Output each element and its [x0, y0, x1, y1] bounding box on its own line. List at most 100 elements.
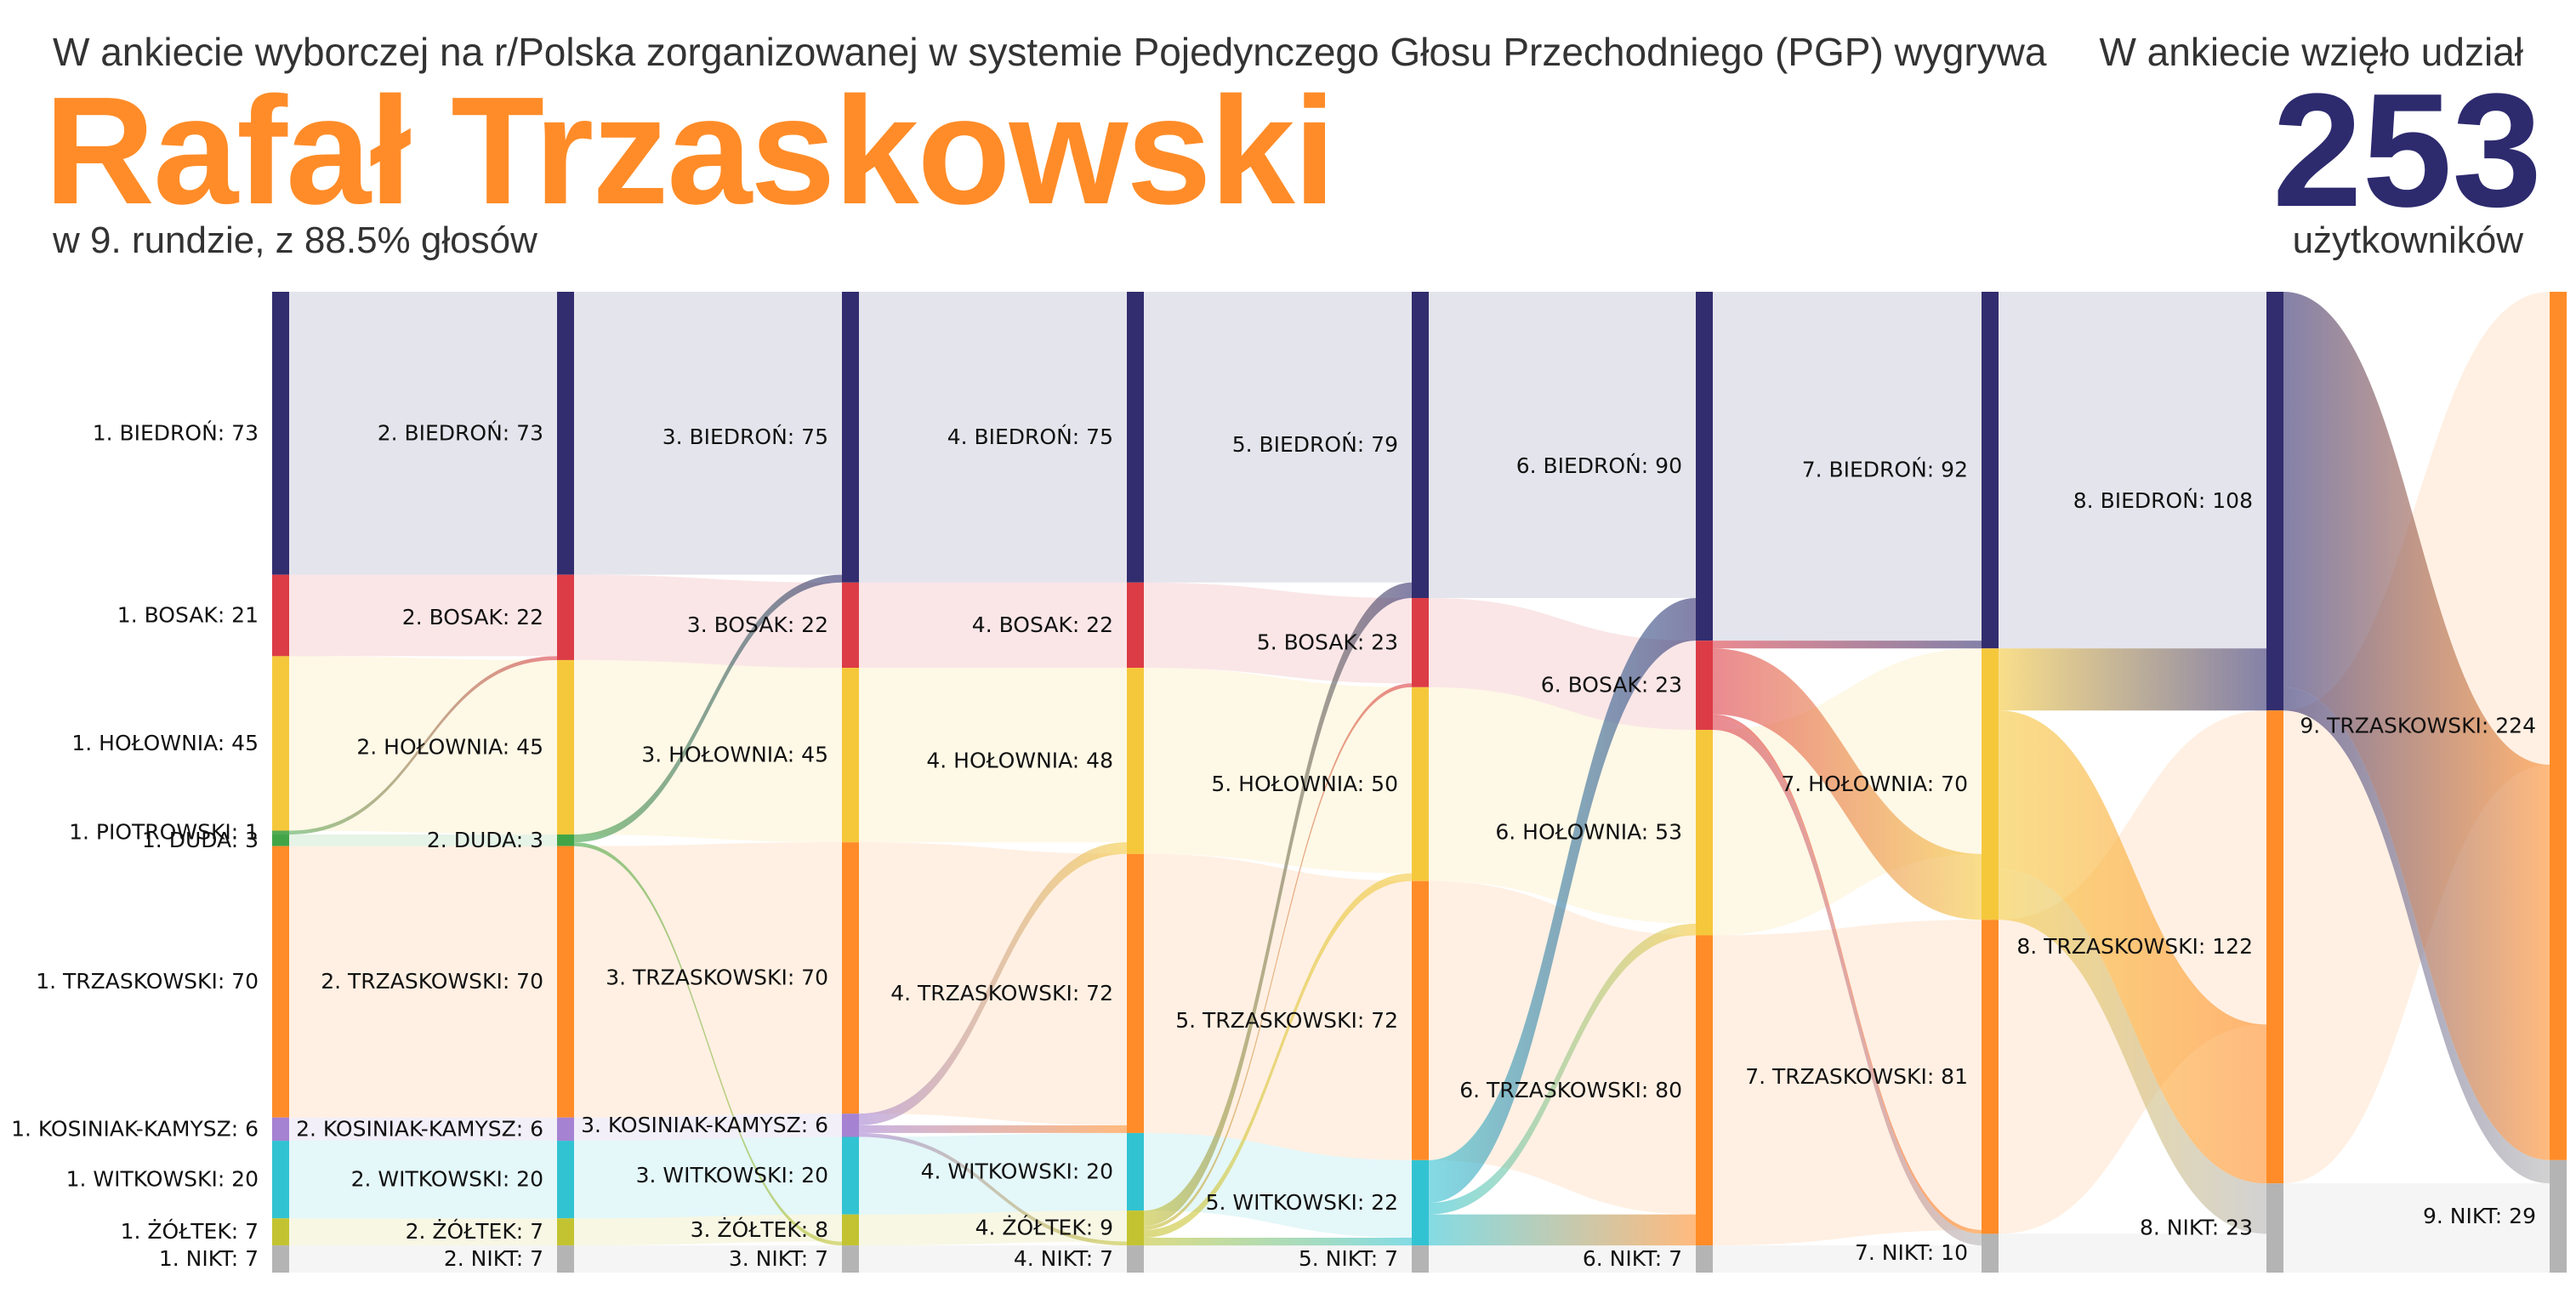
node-bosak-3	[842, 582, 859, 669]
flow-tek-to-bosak-4	[1144, 683, 1412, 1230]
node-trzaskowski-7	[1982, 920, 1999, 1234]
node-biedro-5	[1412, 292, 1429, 599]
band-hoownia-4	[1144, 668, 1412, 874]
band-biedro-7	[1999, 292, 2266, 649]
band-kosiniakkamysz-2	[574, 1114, 842, 1142]
node-hoownia-6	[1696, 729, 1713, 936]
label-bosak-6: 6. BOSAK: 23	[1541, 673, 1682, 698]
label-nikt-4: 4. NIKT: 7	[1014, 1246, 1113, 1271]
node-nikt-6	[1696, 1245, 1713, 1273]
flow-tek-to-hoownia-4	[1144, 873, 1412, 1238]
flow-bosak-to-trzaskowski-6	[1713, 714, 1982, 1234]
band-trzaskowski-2	[574, 842, 842, 1118]
flow-hoownia-to-nikt-7	[1999, 869, 2266, 1234]
band-nikt-5	[1429, 1245, 1696, 1273]
label-biedro-5: 5. BIEDROŃ: 79	[1232, 432, 1398, 457]
node-witkowski-4	[1127, 1132, 1144, 1211]
label-trzaskowski-9: 9. TRZASKOWSKI: 224	[2300, 713, 2536, 738]
label-bosak-3: 3. BOSAK: 22	[687, 612, 828, 637]
band-hoownia-3	[859, 668, 1127, 843]
node-trzaskowski-4	[1127, 853, 1144, 1133]
node-hoownia-5	[1412, 686, 1429, 881]
node-nikt-9	[2550, 1159, 2567, 1273]
label-witkowski-1: 1. WITKOWSKI: 20	[66, 1167, 259, 1192]
band-biedro-5	[1429, 292, 1696, 599]
label-hoownia-3: 3. HOŁOWNIA: 45	[641, 743, 828, 767]
participants-label: W ankiecie wzięło udział	[2099, 30, 2523, 74]
label-nikt-9: 9. NIKT: 29	[2423, 1204, 2536, 1228]
node-nikt-8	[2266, 1183, 2283, 1273]
flow-bosak-to-biedro-6	[1713, 641, 1982, 649]
node-tek-4	[1127, 1210, 1144, 1246]
node-trzaskowski-1	[272, 846, 289, 1118]
node-nikt-3	[842, 1245, 859, 1273]
band-nikt-8	[2283, 1183, 2550, 1273]
label-witkowski-3: 3. WITKOWSKI: 20	[636, 1163, 828, 1188]
node-witkowski-3	[842, 1136, 859, 1215]
band-nikt-2	[574, 1245, 842, 1273]
label-nikt-6: 6. NIKT: 7	[1583, 1246, 1682, 1271]
node-bosak-1	[272, 574, 289, 657]
label-duda-1: 1. DUDA: 3	[142, 828, 259, 852]
band-witkowski-3	[859, 1132, 1127, 1215]
label-tek-2: 2. ŻÓŁTEK: 7	[406, 1218, 543, 1244]
band-tek-3	[859, 1210, 1127, 1246]
label-nikt-7: 7. NIKT: 10	[1855, 1240, 1968, 1265]
band-kosiniakkamysz-1	[289, 1117, 557, 1142]
band-witkowski-1	[289, 1141, 557, 1219]
label-biedro-6: 6. BIEDROŃ: 90	[1516, 453, 1682, 478]
flow-hoownia-to-biedro-7	[1999, 648, 2266, 711]
band-bosak-1	[289, 574, 557, 657]
label-kosiniakkamysz-1: 1. KOSINIAK-KAMYSZ: 6	[11, 1116, 259, 1141]
node-nikt-4	[1127, 1245, 1144, 1273]
winner-name: Rafał Trzaskowski	[44, 66, 1336, 236]
label-witkowski-5: 5. WITKOWSKI: 22	[1206, 1190, 1398, 1215]
node-nikt-5	[1412, 1245, 1429, 1273]
intro-text: W ankiecie wyborczej na r/Polska zorgani…	[53, 30, 2047, 74]
label-trzaskowski-3: 3. TRZASKOWSKI: 70	[606, 965, 828, 990]
node-kosiniakkamysz-3	[842, 1114, 859, 1137]
band-biedro-2	[574, 292, 842, 575]
node-kosiniakkamysz-1	[272, 1117, 289, 1142]
label-hoownia-6: 6. HOŁOWNIA: 53	[1495, 820, 1682, 845]
node-trzaskowski-5	[1412, 880, 1429, 1160]
flow-bosak-to-nikt-6	[1713, 718, 1982, 1246]
label-nikt-2: 2. NIKT: 7	[444, 1246, 543, 1271]
flow-kosiniakkamysz-to-tek-3	[859, 1132, 1127, 1246]
node-witkowski-1	[272, 1141, 289, 1219]
band-nikt-4	[1144, 1245, 1412, 1273]
label-nikt-5: 5. NIKT: 7	[1299, 1246, 1398, 1271]
flow-duda-to-biedro-2	[574, 574, 842, 843]
node-tek-3	[842, 1214, 859, 1246]
label-trzaskowski-7: 7. TRZASKOWSKI: 81	[1745, 1064, 1968, 1089]
label-nikt-1: 1. NIKT: 7	[159, 1246, 259, 1271]
label-kosiniakkamysz-3: 3. KOSINIAK-KAMYSZ: 6	[581, 1113, 828, 1137]
band-biedro-6	[1713, 292, 1982, 641]
band-duda-1	[289, 834, 557, 846]
label-nikt-3: 3. NIKT: 7	[729, 1246, 828, 1271]
band-biedro-4	[1144, 292, 1412, 583]
band-biedro-1	[289, 292, 557, 575]
label-hoownia-7: 7. HOŁOWNIA: 70	[1781, 772, 1968, 796]
flow-duda-to-tek-2	[574, 842, 842, 1246]
label-nikt-8: 8. NIKT: 23	[2140, 1216, 2253, 1240]
node-bosak-2	[557, 574, 574, 660]
label-bosak-2: 2. BOSAK: 22	[402, 605, 543, 629]
label-biedro-1: 1. BIEDROŃ: 73	[93, 420, 259, 445]
label-trzaskowski-1: 1. TRZASKOWSKI: 70	[36, 969, 259, 994]
node-biedro-7	[1982, 292, 1999, 649]
band-trzaskowski-6	[1713, 920, 1982, 1246]
node-piotrowski-1	[272, 830, 289, 835]
label-bosak-4: 4. BOSAK: 22	[972, 612, 1113, 637]
band-nikt-3	[859, 1245, 1127, 1273]
flow-piotrowski-to-bosak-1	[289, 656, 557, 835]
label-biedro-2: 2. BIEDROŃ: 73	[378, 420, 543, 445]
label-biedro-7: 7. BIEDROŃ: 92	[1802, 458, 1968, 482]
band-bosak-3	[859, 582, 1127, 669]
label-hoownia-2: 2. HOŁOWNIA: 45	[356, 734, 543, 759]
label-witkowski-4: 4. WITKOWSKI: 20	[921, 1159, 1113, 1184]
node-trzaskowski-3	[842, 842, 859, 1114]
flow-witkowski-to-trzaskowski-5	[1429, 1214, 1696, 1246]
node-witkowski-5	[1412, 1159, 1429, 1246]
node-biedro-1	[272, 292, 289, 575]
